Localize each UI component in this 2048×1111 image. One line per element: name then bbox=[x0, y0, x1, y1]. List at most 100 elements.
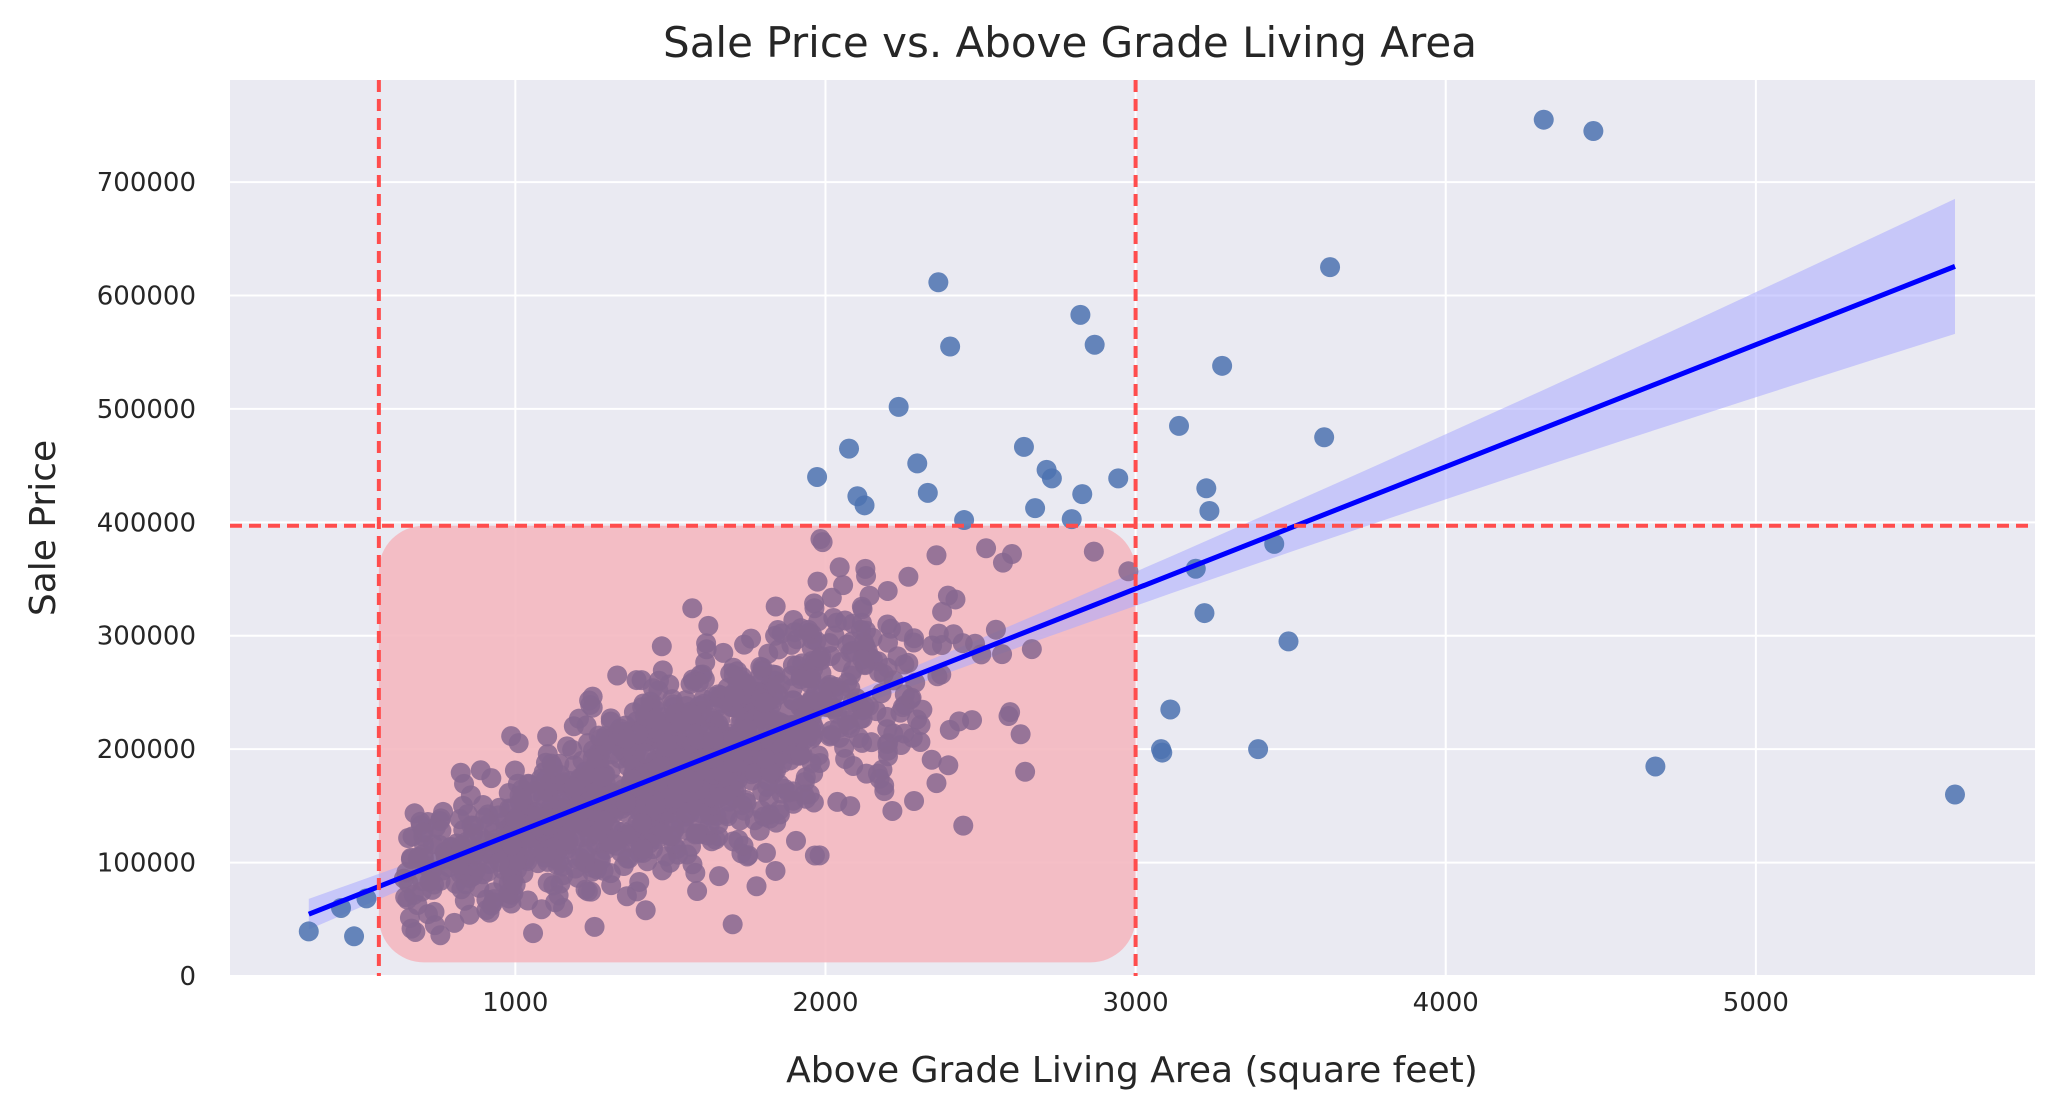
y-tick-label: 600000 bbox=[97, 281, 196, 311]
data-point bbox=[681, 704, 702, 725]
data-point bbox=[577, 881, 598, 902]
data-point bbox=[867, 763, 888, 784]
y-tick-label: 700000 bbox=[97, 168, 196, 198]
data-point bbox=[616, 886, 637, 907]
chart-title: Sale Price vs. Above Grade Living Area bbox=[663, 18, 1477, 67]
data-point bbox=[517, 890, 538, 911]
data-point bbox=[926, 773, 947, 794]
data-point bbox=[523, 923, 544, 944]
data-point bbox=[424, 915, 445, 936]
data-point bbox=[558, 830, 579, 851]
data-point bbox=[877, 719, 898, 740]
data-point bbox=[534, 847, 555, 868]
data-point bbox=[873, 664, 894, 685]
data-point bbox=[1072, 484, 1093, 505]
y-tick-labels: 0 100000 200000 300000 400000 500000 600000 700… bbox=[97, 168, 196, 992]
data-point bbox=[344, 926, 365, 947]
data-point bbox=[732, 795, 753, 816]
data-point bbox=[631, 813, 652, 834]
data-point bbox=[1025, 498, 1046, 519]
data-point bbox=[667, 774, 688, 795]
data-point bbox=[686, 823, 707, 844]
data-point bbox=[746, 876, 767, 897]
regression-line bbox=[307, 264, 1956, 917]
data-point bbox=[703, 726, 724, 747]
y-tick-label: 0 bbox=[179, 962, 196, 992]
data-point bbox=[1320, 257, 1341, 278]
data-point bbox=[731, 670, 752, 691]
data-point bbox=[931, 635, 952, 656]
data-point bbox=[723, 752, 744, 773]
data-point bbox=[594, 810, 615, 831]
data-point bbox=[907, 453, 928, 474]
data-point bbox=[450, 762, 471, 783]
data-point bbox=[677, 844, 698, 865]
data-point bbox=[1314, 427, 1335, 448]
data-point bbox=[582, 748, 603, 769]
data-point bbox=[812, 683, 833, 704]
data-point bbox=[985, 619, 1006, 640]
data-point bbox=[755, 748, 776, 769]
data-point bbox=[744, 763, 765, 784]
data-point bbox=[399, 907, 420, 928]
data-point bbox=[877, 580, 898, 601]
data-point bbox=[1212, 355, 1233, 376]
data-point bbox=[907, 709, 928, 730]
data-point bbox=[470, 760, 491, 781]
data-point bbox=[840, 796, 861, 817]
data-point bbox=[508, 733, 529, 754]
data-point bbox=[880, 618, 901, 639]
data-point bbox=[790, 669, 811, 690]
x-axis-label: Above Grade Living Area (square feet) bbox=[786, 1050, 1478, 1091]
data-point bbox=[407, 848, 428, 869]
data-point bbox=[626, 670, 647, 691]
data-point bbox=[659, 674, 680, 695]
data-point bbox=[1533, 109, 1554, 130]
data-point bbox=[709, 866, 730, 887]
data-point bbox=[433, 801, 454, 822]
data-points bbox=[298, 109, 1965, 947]
data-point bbox=[483, 892, 504, 913]
data-point bbox=[1194, 603, 1215, 624]
x-tick-label: 2000 bbox=[792, 988, 858, 1018]
data-point bbox=[810, 529, 831, 550]
data-point bbox=[651, 636, 672, 657]
regression-fit-line bbox=[307, 264, 1956, 917]
data-point bbox=[1160, 699, 1181, 720]
data-point bbox=[782, 690, 803, 711]
data-point bbox=[617, 848, 638, 869]
data-point bbox=[698, 615, 719, 636]
data-point bbox=[565, 858, 586, 879]
data-point bbox=[882, 800, 903, 821]
y-tick-label: 400000 bbox=[97, 508, 196, 538]
data-point bbox=[1041, 468, 1062, 489]
data-point bbox=[398, 828, 419, 849]
data-point bbox=[804, 845, 825, 866]
data-point bbox=[803, 763, 824, 784]
data-point bbox=[575, 843, 596, 864]
data-point bbox=[489, 852, 510, 873]
data-point bbox=[659, 852, 680, 873]
data-point bbox=[696, 639, 717, 660]
data-point bbox=[501, 835, 522, 856]
data-point bbox=[926, 545, 947, 566]
data-point bbox=[755, 842, 776, 863]
y-tick-label: 500000 bbox=[97, 395, 196, 425]
data-point bbox=[765, 596, 786, 617]
data-point bbox=[755, 692, 776, 713]
data-point bbox=[953, 815, 974, 836]
data-point bbox=[607, 665, 628, 686]
data-point bbox=[413, 822, 434, 843]
data-point bbox=[584, 916, 605, 937]
y-tick-label: 300000 bbox=[97, 622, 196, 652]
data-point bbox=[807, 571, 828, 592]
data-point bbox=[669, 748, 690, 769]
data-point bbox=[687, 881, 708, 902]
data-point bbox=[505, 874, 526, 895]
data-point bbox=[1278, 631, 1299, 652]
data-point bbox=[809, 647, 830, 668]
data-point bbox=[1013, 436, 1034, 457]
data-point bbox=[680, 674, 701, 695]
data-point bbox=[1199, 500, 1220, 521]
